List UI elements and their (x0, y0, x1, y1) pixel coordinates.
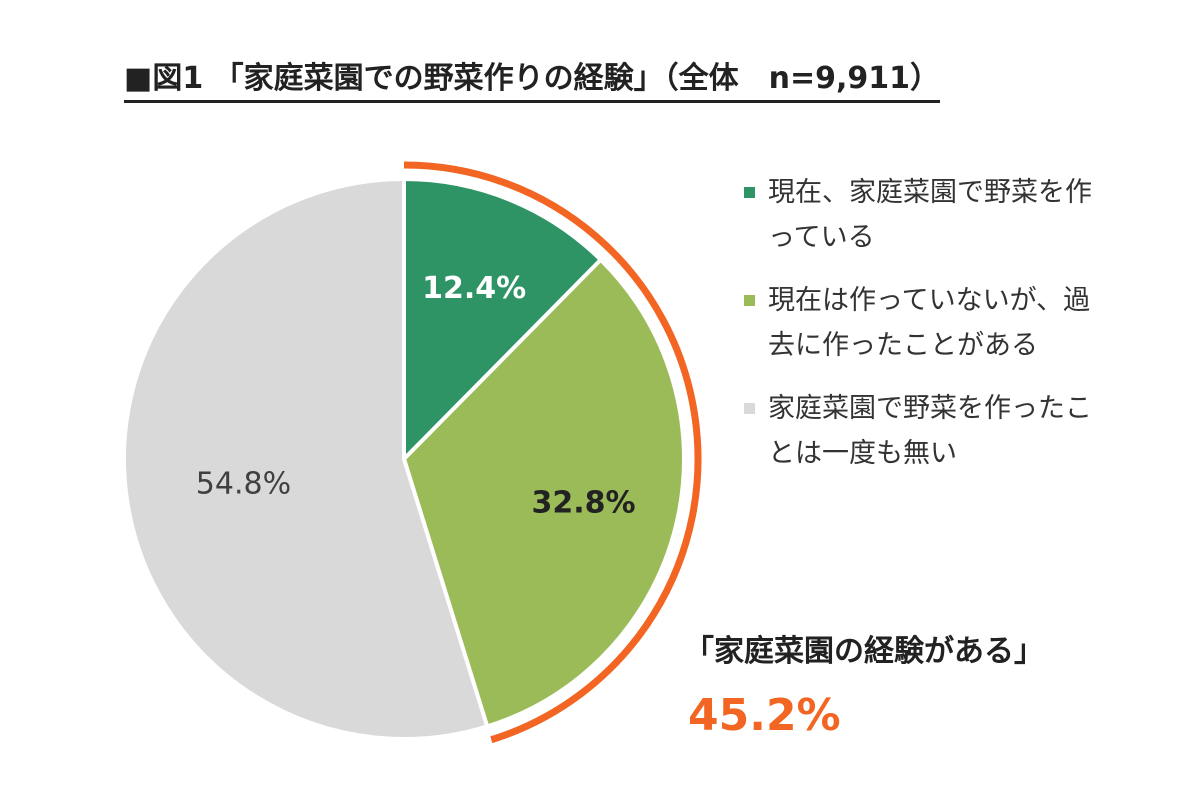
legend-label: 現在は作っていないが、過去に作ったことがある (768, 285, 1091, 361)
chart-title: ■図1 「家庭菜園での野菜作りの経験」（全体 n=9,911） (124, 61, 941, 103)
legend-swatch-icon (744, 187, 755, 198)
experience-bracket-arc (403, 161, 702, 744)
legend-label: 現在、家庭菜園で野菜を作っている (768, 177, 1092, 253)
pie-slice (122, 177, 490, 741)
pie-slice-label: 12.4% (422, 271, 526, 306)
legend-item: 家庭菜園で野菜を作ったことは一度も無い (744, 386, 1164, 476)
experience-callout-label: 「家庭菜園の経験がある」 (684, 634, 1044, 669)
legend-item: 現在、家庭菜園で野菜を作っている (744, 170, 1164, 260)
pie-slice (402, 177, 603, 461)
chart-legend: 現在、家庭菜園で野菜を作っている 現在は作っていないが、過去に作ったことがある … (744, 170, 1164, 494)
experience-callout-value: 45.2% (688, 690, 841, 741)
pie-slice-label: 32.8% (532, 486, 636, 521)
legend-swatch-icon (744, 295, 755, 306)
legend-label: 家庭菜園で野菜を作ったことは一度も無い (768, 393, 1092, 469)
legend-item: 現在は作っていないが、過去に作ったことがある (744, 278, 1164, 368)
legend-swatch-icon (744, 403, 755, 414)
pie-slice (402, 257, 686, 729)
pie-slice-label: 54.8% (196, 466, 291, 501)
